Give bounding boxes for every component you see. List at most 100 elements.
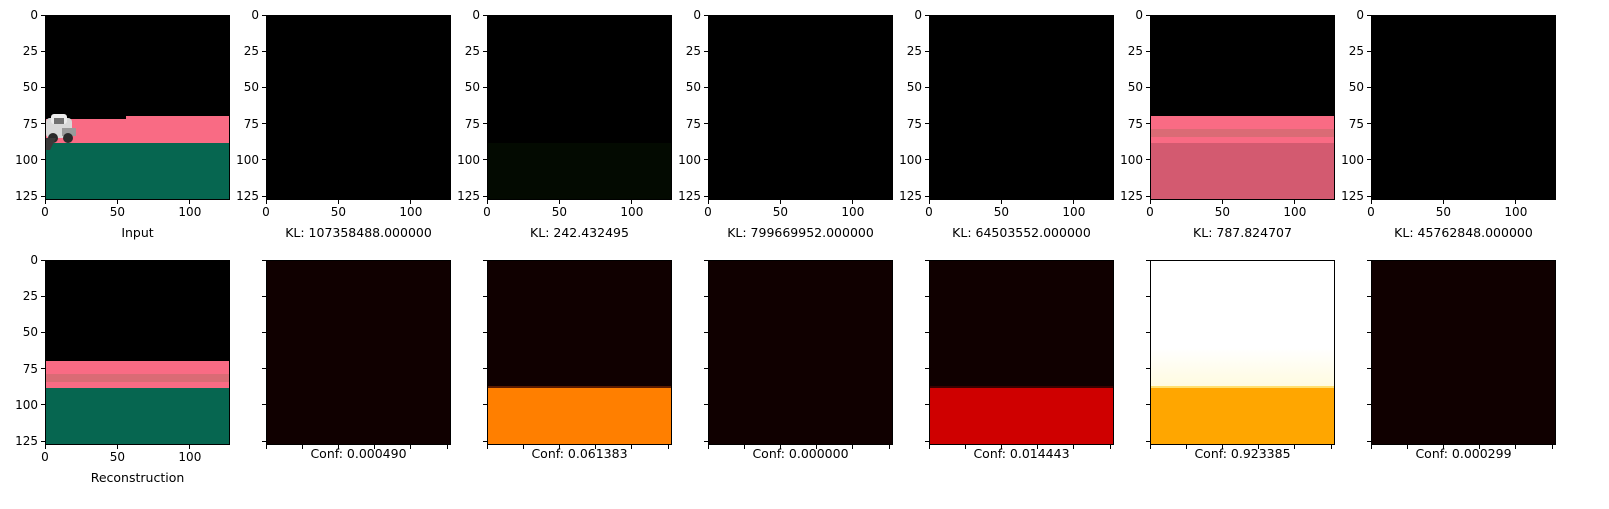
y-tick-label: 50 [464,80,480,95]
y-tick [1146,259,1150,261]
y-tick-label: 0 [251,8,259,22]
y-tick [483,123,487,125]
y-tick-label: 125 [1341,189,1364,204]
y-tick-label: 0 [1135,8,1143,22]
y-tick [483,368,487,370]
y-tick-label: 125 [678,189,701,204]
image-panel-bottom-2 [266,260,451,445]
x-tick [1221,200,1223,204]
image-panel-bottom-4 [708,260,893,445]
x-tick [189,200,191,204]
y-tick [262,159,266,161]
y-tick [483,14,487,16]
y-tick [483,259,487,261]
y-tick [925,123,929,125]
y-tick-label: 100 [457,152,480,167]
y-tick [925,86,929,88]
faint-green-region [488,143,671,199]
black-band-step [46,115,126,119]
x-tick [1370,200,1372,204]
x-tick-label: 0 [704,205,712,219]
y-tick [704,159,708,161]
y-tick [704,50,708,52]
x-tick [522,445,524,449]
x-tick [595,445,597,449]
y-tick [483,195,487,197]
x-tick [852,200,854,204]
y-tick-label: 25 [22,289,38,304]
x-tick-label: 100 [1283,205,1307,219]
car-image [46,114,80,150]
x-tick [558,445,560,449]
x-tick [116,200,118,204]
y-tick [925,295,929,297]
x-tick [1073,445,1075,449]
y-tick-label: 0 [693,8,701,22]
y-tick-label: 0 [30,8,38,22]
x-tick [707,200,709,204]
y-tick [41,159,45,161]
edge-line [930,385,1113,389]
x-tick [928,200,930,204]
y-tick [1146,295,1150,297]
y-tick [925,159,929,161]
y-tick-label: 100 [236,152,259,167]
y-tick [1367,440,1371,442]
y-tick-label: 50 [1127,80,1143,95]
y-tick-label: 0 [30,253,38,267]
y-tick-label: 75 [906,116,922,131]
panel-caption: KL: 799669952.000000 [727,225,874,240]
y-tick [1367,259,1371,261]
y-tick-label: 125 [15,189,38,204]
x-tick [1442,200,1444,204]
y-tick-label: 125 [236,189,259,204]
y-tick [262,86,266,88]
x-tick-label: 50 [551,205,568,219]
x-tick [1370,445,1372,449]
yellow-region [1151,388,1334,444]
x-tick [410,445,412,449]
y-tick [41,295,45,297]
y-tick [483,295,487,297]
y-tick-label: 0 [914,8,922,22]
y-tick [1146,404,1150,406]
y-tick-label: 75 [243,116,259,131]
x-tick-label: 50 [993,205,1010,219]
x-tick [779,200,781,204]
x-tick-label: 100 [1062,205,1086,219]
y-tick-label: 25 [1127,44,1143,59]
x-tick-label: 50 [1435,205,1452,219]
x-tick-label: 50 [772,205,789,219]
y-tick [704,195,708,197]
x-tick-label: 50 [109,450,126,464]
x-tick [189,445,191,449]
y-tick [704,440,708,442]
y-tick-label: 75 [1127,116,1143,131]
y-tick-label: 0 [1356,8,1364,22]
x-tick-label: 100 [399,205,423,219]
x-tick [1073,200,1075,204]
x-tick [1037,445,1039,449]
panel-caption: Conf: 0.000299 [1415,446,1512,461]
y-tick [704,14,708,16]
pink-band-region [46,115,229,144]
x-tick [1442,445,1444,449]
x-tick [1000,445,1002,449]
x-tick-label: 0 [1367,205,1375,219]
y-tick-label: 25 [1348,44,1364,59]
y-tick [1367,14,1371,16]
y-tick [1146,195,1150,197]
y-tick-label: 75 [1348,116,1364,131]
x-tick-label: 0 [41,205,49,219]
y-tick [925,14,929,16]
red-region [930,388,1113,444]
x-tick-label: 50 [330,205,347,219]
pink-band-region [46,360,229,389]
y-tick-label: 0 [472,8,480,22]
panel-caption: Reconstruction [90,470,185,485]
y-tick [41,440,45,442]
y-tick [483,86,487,88]
x-tick-label: 100 [1504,205,1528,219]
x-tick-label: 100 [178,450,202,464]
y-tick [925,404,929,406]
